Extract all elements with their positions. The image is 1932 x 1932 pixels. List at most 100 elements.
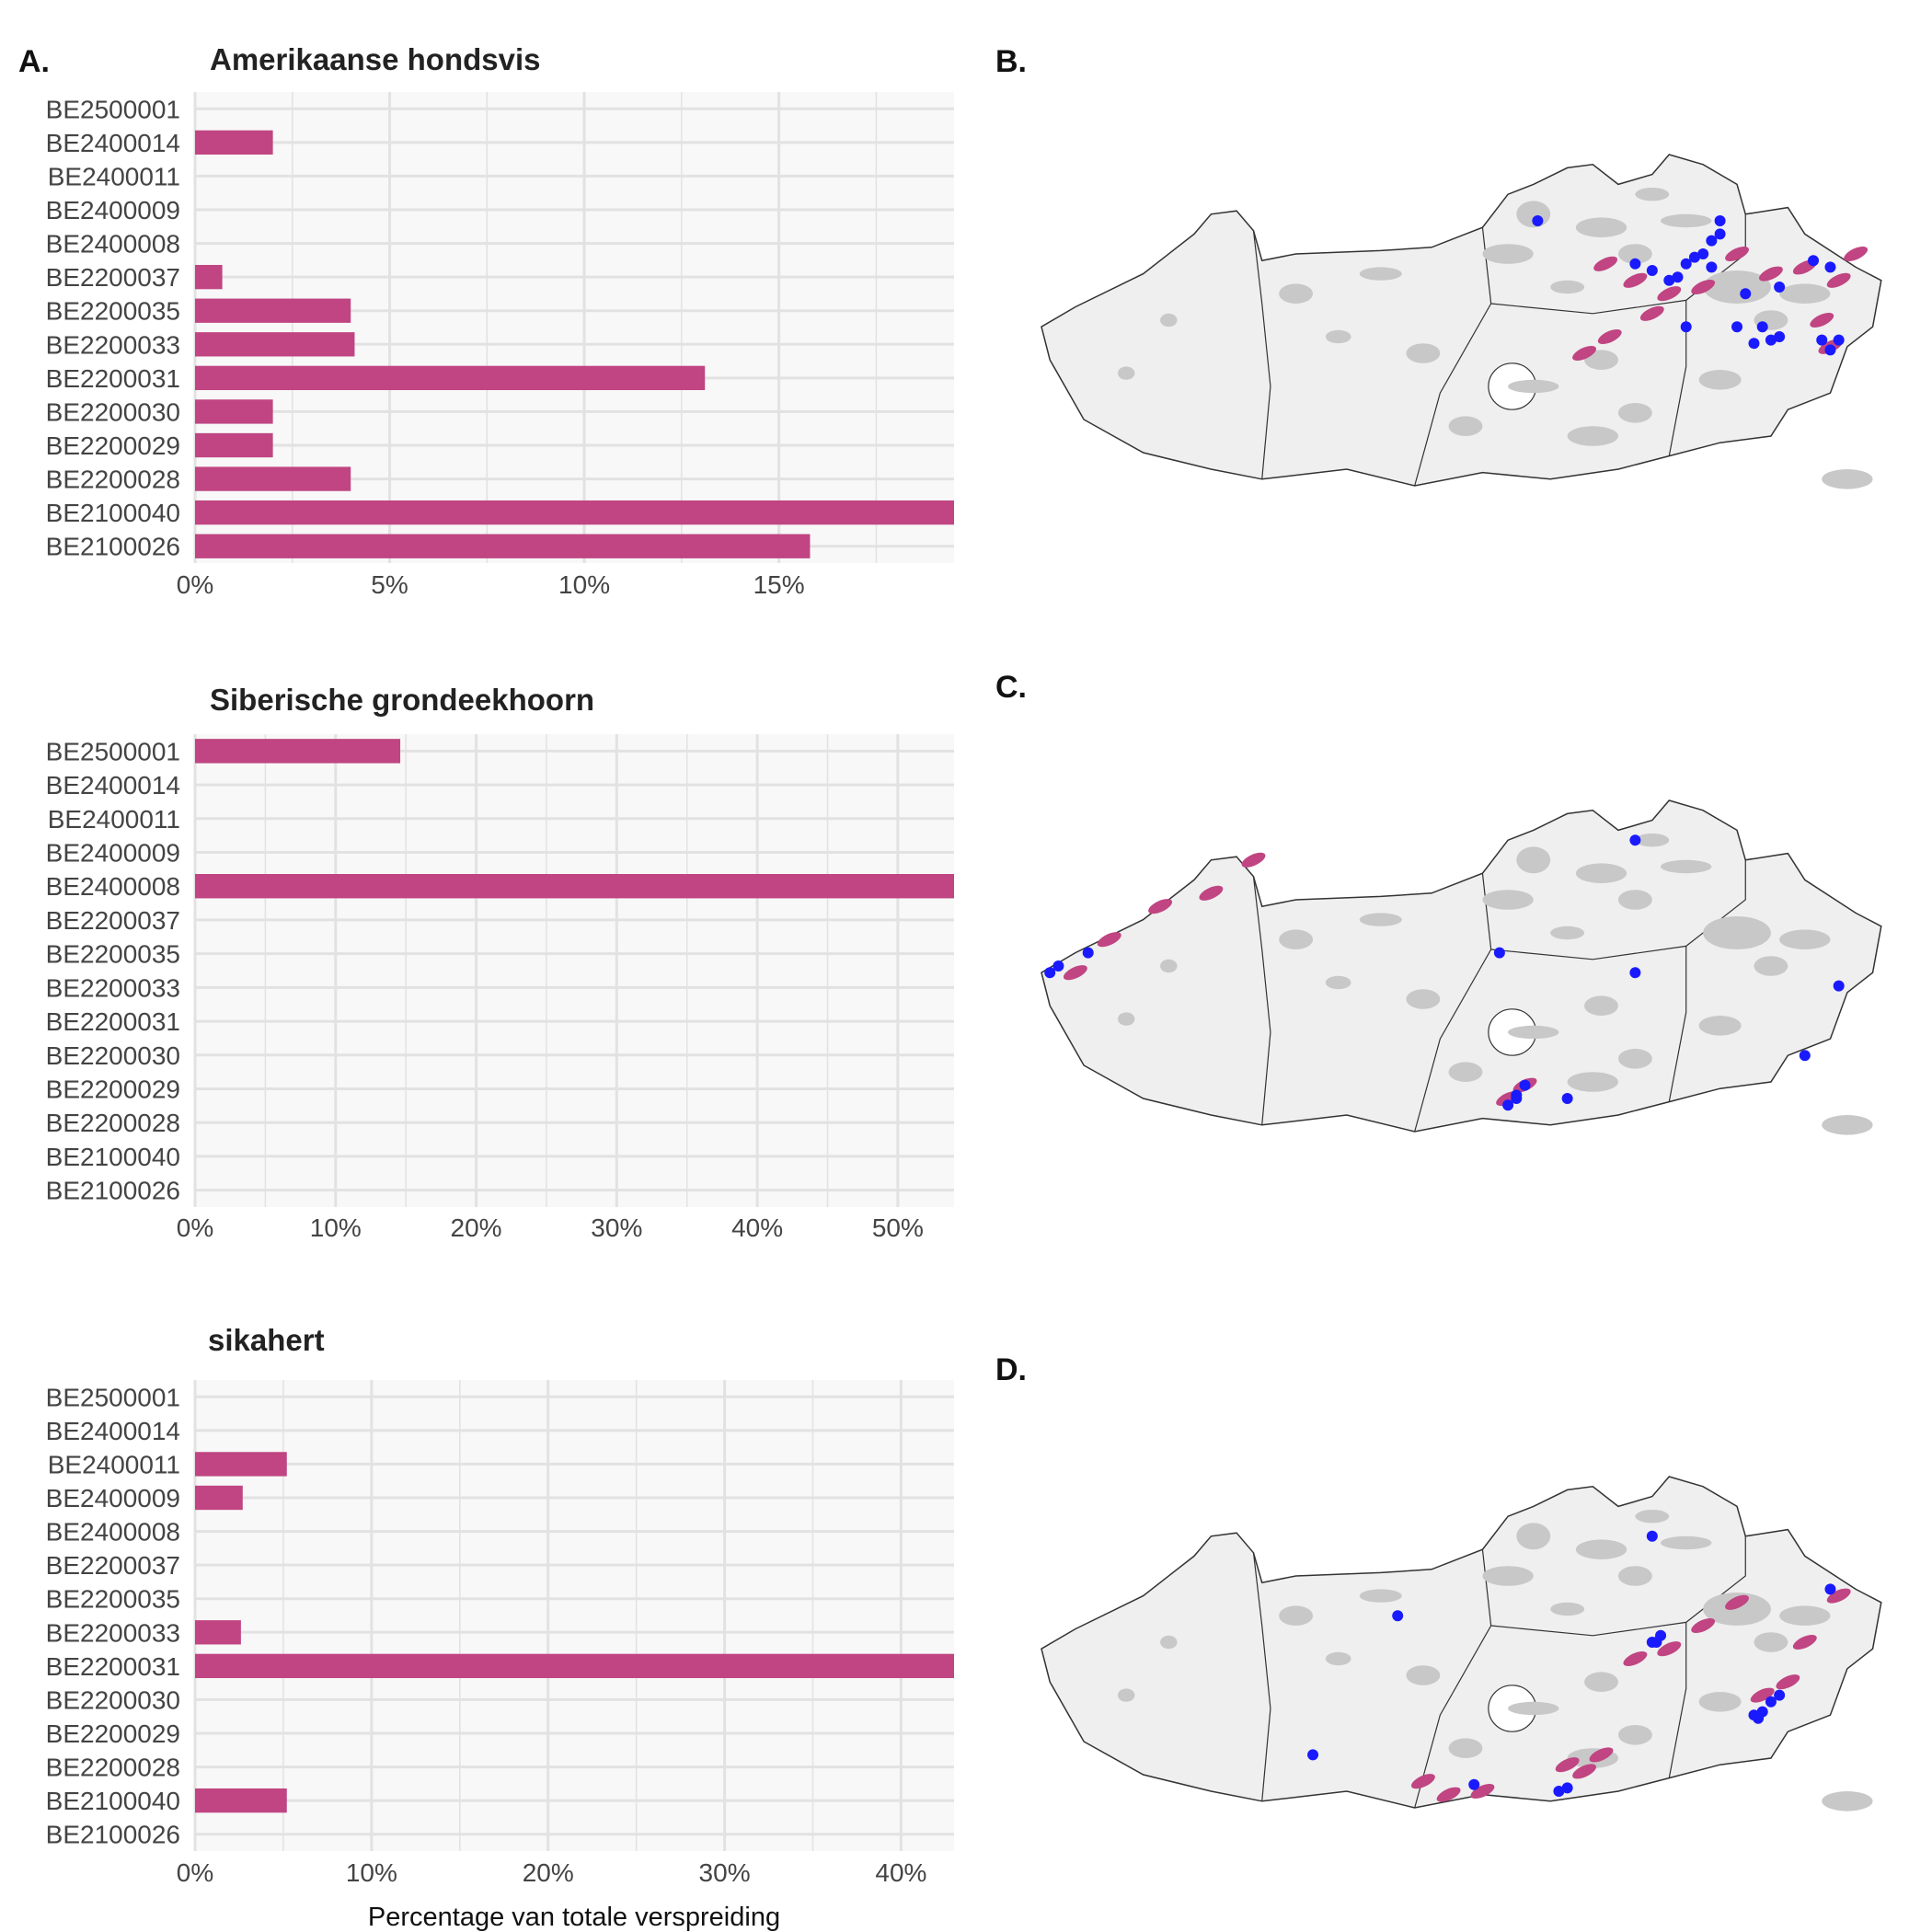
observation-point — [1493, 947, 1505, 959]
habitat-patch — [1617, 403, 1652, 423]
range-patch — [1410, 1774, 1435, 1789]
observation-point — [1468, 1778, 1480, 1790]
habitat-patch — [1822, 1115, 1873, 1135]
category-label: BE2200037 — [46, 263, 180, 292]
range-patch — [1589, 1747, 1614, 1763]
bar — [195, 873, 954, 899]
category-label: BE2400008 — [46, 872, 180, 901]
habitat-patch — [1617, 1725, 1652, 1745]
bar — [195, 399, 273, 424]
x-axis-title: Percentage van totale verspreiding — [368, 1903, 780, 1932]
province-border — [1414, 1549, 1492, 1809]
bar — [195, 1620, 241, 1645]
range-patch — [1776, 1674, 1800, 1690]
category-label: BE2200033 — [46, 1618, 180, 1647]
category-labels: BE2500001 BE2400014 BE2400011 BE2400009 BE24… — [46, 95, 180, 560]
habitat-patch — [1406, 1665, 1441, 1685]
category-label: BE2500001 — [46, 1383, 180, 1411]
habitat-patch — [1661, 859, 1712, 874]
panel-letter-d: D. — [995, 1352, 1027, 1387]
observation-point — [1833, 980, 1845, 992]
category-label: BE2100040 — [46, 1143, 180, 1171]
bar — [195, 264, 223, 290]
bar — [195, 298, 351, 323]
habitat-patch — [1779, 283, 1831, 305]
habitat-patch — [1617, 890, 1652, 910]
bar — [195, 466, 351, 491]
habitat-patch — [1617, 1049, 1652, 1069]
habitat-patch — [1160, 1635, 1178, 1650]
x-tick-label: 0% — [177, 570, 213, 599]
observation-point — [1756, 321, 1768, 333]
observation-point — [1731, 321, 1743, 333]
observation-point — [1824, 344, 1836, 356]
habitat-patch — [1567, 1072, 1618, 1092]
range-patch — [1691, 1617, 1716, 1634]
observation-point — [1765, 334, 1777, 346]
observation-point — [1044, 967, 1056, 979]
observation-point — [1706, 261, 1718, 273]
habitat-patch — [1575, 1539, 1627, 1559]
map-c — [1041, 799, 1882, 1135]
observation-point — [1392, 1610, 1404, 1622]
observation-point — [1748, 338, 1760, 350]
bar — [195, 432, 273, 458]
range-patch — [1572, 345, 1597, 362]
habitat-patch — [1584, 350, 1618, 371]
habitat-patch — [1661, 1535, 1712, 1550]
category-label: BE2100026 — [46, 533, 180, 561]
observation-point — [1774, 331, 1786, 342]
habitat-patch — [1160, 959, 1178, 973]
category-label: BE2200031 — [46, 1007, 180, 1036]
observation-point — [1646, 1530, 1658, 1542]
habitat-patch — [1584, 995, 1618, 1016]
habitat-patch — [1359, 267, 1402, 281]
habitat-patch — [1359, 913, 1402, 926]
plot-background — [195, 1380, 954, 1851]
category-label: BE2200037 — [46, 1551, 180, 1580]
habitat-patch — [1406, 989, 1441, 1009]
x-tick-label: 40% — [731, 1213, 783, 1242]
category-label: BE2200035 — [46, 297, 180, 326]
category-label: BE2200031 — [46, 364, 180, 393]
habitat-patch — [1754, 956, 1788, 976]
habitat-patch — [1482, 890, 1534, 910]
range-patch — [1758, 266, 1783, 282]
range-patch — [1555, 1757, 1580, 1773]
observation-point — [1680, 321, 1692, 333]
habitat-patch — [1698, 370, 1742, 390]
habitat-patch — [1703, 916, 1771, 949]
category-label: BE2100026 — [46, 1821, 180, 1849]
category-label: BE2200030 — [46, 1685, 180, 1714]
habitat-patch — [1482, 244, 1534, 264]
bar — [195, 130, 273, 155]
range-patch — [1623, 1650, 1648, 1667]
province-border — [1252, 876, 1271, 1125]
observation-point — [1833, 334, 1845, 346]
category-label: BE2200029 — [46, 431, 180, 460]
habitat-patch — [1279, 283, 1314, 305]
habitat-patch — [1754, 1632, 1788, 1652]
observation-point — [1740, 288, 1752, 300]
map-d — [1041, 1476, 1882, 1811]
range-patch — [1792, 1634, 1817, 1650]
observation-point — [1672, 271, 1684, 283]
plot-background — [195, 92, 954, 563]
bar — [195, 1653, 954, 1679]
observation-point — [1561, 1093, 1573, 1104]
habitat-patch — [1698, 1692, 1742, 1712]
x-tick-labels: 0% 10% 20% 30% 40% — [177, 1858, 927, 1887]
habitat-patch — [1448, 1062, 1483, 1082]
x-tick-labels: 0% 5% 10% 15% — [177, 570, 805, 599]
bars — [195, 130, 954, 558]
category-label: BE2200029 — [46, 1719, 180, 1748]
habitat-patch — [1703, 270, 1771, 304]
category-label: BE2200028 — [46, 1109, 180, 1137]
bar — [195, 739, 401, 764]
category-label: BE2200030 — [46, 397, 180, 426]
observation-point — [1655, 1629, 1667, 1641]
habitat-patch — [1508, 379, 1559, 394]
category-labels: BE2500001 BE2400014 BE2400011 BE2400009 BE24… — [46, 737, 180, 1204]
province-border — [1668, 946, 1687, 1102]
province-border — [1668, 1622, 1687, 1778]
